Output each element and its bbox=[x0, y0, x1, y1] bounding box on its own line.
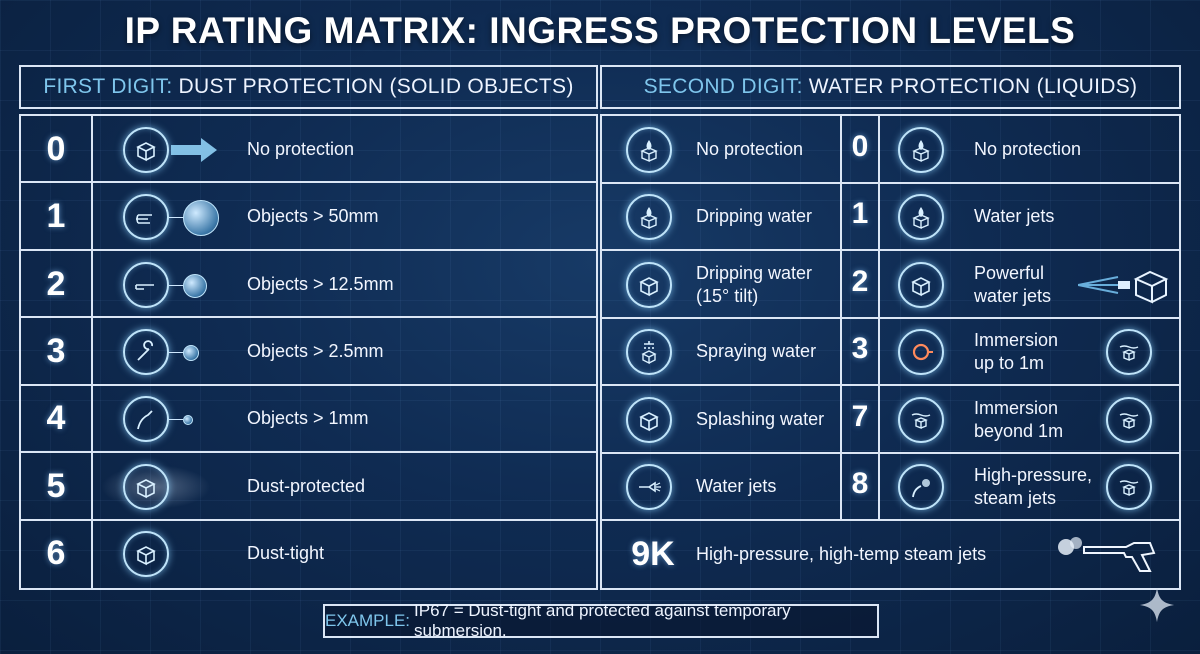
water-header-text: WATER PROTECTION (LIQUIDS) bbox=[808, 75, 1138, 98]
example-box: EXAMPLE: IP67 = Dust-tight and protected… bbox=[323, 601, 879, 640]
steam-wand-icon bbox=[898, 464, 944, 511]
dust-table: 0 No protection 1 Objects > 50mm 2 Objects > … bbox=[19, 114, 598, 590]
dust-digit: 2 bbox=[46, 264, 66, 303]
shower-icon bbox=[626, 329, 672, 376]
finger-icon bbox=[123, 261, 169, 308]
tilted-box-icon bbox=[626, 261, 672, 308]
water-column-divider bbox=[840, 116, 842, 521]
water-row: Splashing water 7 Immersion beyond 1m bbox=[602, 386, 1179, 454]
dust-digit: 3 bbox=[46, 331, 66, 370]
water-right-label: Immersion up to 1m bbox=[974, 330, 1059, 374]
object-sphere-icon bbox=[183, 273, 207, 298]
water-digit: 8 bbox=[851, 467, 869, 501]
dust-row: 4 Objects > 1mm bbox=[21, 386, 596, 454]
arrows-box-icon bbox=[898, 194, 944, 241]
water-digit: 0 bbox=[851, 129, 869, 163]
example-text: IP67 = Dust-tight and protected against … bbox=[414, 601, 791, 640]
dust-label: Objects > 2.5mm bbox=[247, 340, 384, 361]
arrow-icon bbox=[171, 136, 219, 164]
water-left-label: Dripping water bbox=[696, 206, 813, 227]
water-right-label: Powerful water jets bbox=[974, 262, 1052, 306]
water-right-label: Water jets bbox=[974, 206, 1055, 227]
water-row: Dripping water (15° tilt) 2 Powerful water… bbox=[602, 251, 1179, 319]
box-arrow-icon bbox=[123, 126, 169, 173]
submerged-box-icon bbox=[898, 396, 944, 443]
water-right-label: No protection bbox=[974, 138, 1082, 159]
dust-column-divider bbox=[91, 116, 93, 588]
water-row: No protection 0 No protection bbox=[602, 116, 1179, 184]
water-digit: 1 bbox=[851, 197, 869, 231]
water-digit: 2 bbox=[851, 264, 869, 298]
dust-label: Dust-tight bbox=[247, 543, 325, 564]
object-sphere-icon bbox=[183, 415, 193, 426]
splash-icon bbox=[626, 396, 672, 443]
water-9k-label: High-pressure, high-temp steam jets bbox=[696, 544, 987, 564]
water-left-label: Water jets bbox=[696, 476, 777, 497]
water-row: Water jets 8 High-pressure, steam jets bbox=[602, 454, 1179, 521]
hand-icon bbox=[123, 194, 169, 241]
water-table: No protection 0 No protection Dripping wate… bbox=[600, 114, 1181, 590]
water-9k-digit: 9K bbox=[631, 535, 675, 573]
wire-icon bbox=[123, 396, 169, 443]
dust-digit: 0 bbox=[46, 129, 66, 168]
dust-row: 0 No protection bbox=[21, 116, 596, 184]
dust-header-accent: FIRST DIGIT: bbox=[43, 75, 173, 98]
dust-row: 1 Objects > 50mm bbox=[21, 183, 596, 251]
water-row: Spraying water 3 Immersion up to 1m bbox=[602, 319, 1179, 386]
water-right-label: High-pressure, steam jets bbox=[974, 465, 1093, 509]
sparkle-icon bbox=[1139, 587, 1175, 623]
dust-row: 2 Objects > 12.5mm bbox=[21, 251, 596, 319]
water-9k-row: 9K High-pressure, high-temp steam jets bbox=[602, 521, 1179, 588]
drop-box-icon bbox=[626, 126, 672, 173]
water-header-accent: SECOND DIGIT: bbox=[643, 75, 803, 98]
object-sphere-icon bbox=[183, 344, 199, 361]
wrench-icon bbox=[123, 328, 169, 375]
dust-row: 6 Dust-tight bbox=[21, 521, 596, 588]
drip-box-icon bbox=[626, 194, 672, 241]
dust-label: Dust-protected bbox=[247, 475, 366, 496]
jet-spray-icon bbox=[1077, 265, 1170, 305]
water-row: Dripping water 1 Water jets bbox=[602, 184, 1179, 251]
water-digit-divider bbox=[878, 116, 880, 521]
page-title: IP RATING MATRIX: INGRESS PROTECTION LEV… bbox=[124, 10, 1076, 51]
dust-label: Objects > 50mm bbox=[247, 206, 379, 227]
example-accent: EXAMPLE: bbox=[325, 611, 411, 630]
dust-row: 5 Dust-protected bbox=[21, 453, 596, 521]
water-header: SECOND DIGIT: WATER PROTECTION (LIQUIDS) bbox=[600, 65, 1181, 109]
dust-header: FIRST DIGIT: DUST PROTECTION (SOLID OBJE… bbox=[19, 65, 598, 109]
dust-digit: 1 bbox=[46, 197, 66, 236]
submerged-box-icon bbox=[1106, 464, 1152, 511]
dust-digit: 4 bbox=[46, 399, 66, 438]
drop-box-icon bbox=[898, 126, 944, 173]
size-indicator-line bbox=[169, 351, 183, 353]
hose-reel-icon bbox=[898, 329, 944, 376]
water-right-label: Immersion beyond 1m bbox=[974, 397, 1064, 441]
size-indicator-line bbox=[169, 217, 183, 219]
dust-label: No protection bbox=[247, 138, 355, 159]
dust-label: Objects > 12.5mm bbox=[247, 273, 394, 294]
jet-box-icon bbox=[898, 261, 944, 308]
water-digit: 7 bbox=[851, 399, 869, 433]
dust-digit: 6 bbox=[46, 534, 66, 573]
submerged-box-icon bbox=[1106, 329, 1152, 376]
pressure-gun-icon bbox=[1054, 531, 1164, 575]
dust-label: Objects > 1mm bbox=[247, 408, 369, 429]
size-indicator-line bbox=[169, 419, 183, 421]
object-sphere-icon bbox=[183, 200, 219, 237]
water-left-label: Dripping water (15° tilt) bbox=[696, 262, 813, 306]
water-left-label: Spraying water bbox=[696, 341, 817, 362]
sealed-box-icon bbox=[123, 531, 169, 578]
submerged-box-icon bbox=[1106, 396, 1152, 443]
dust-digit: 5 bbox=[46, 466, 66, 505]
water-digit: 3 bbox=[851, 332, 869, 366]
size-indicator-line bbox=[169, 284, 183, 286]
nozzle-icon bbox=[626, 464, 672, 511]
dust-row: 3 Objects > 2.5mm bbox=[21, 318, 596, 386]
dusty-box-icon bbox=[123, 463, 169, 510]
water-left-label: Splashing water bbox=[696, 408, 825, 429]
water-left-label: No protection bbox=[696, 138, 804, 159]
dust-header-text: DUST PROTECTION (SOLID OBJECTS) bbox=[178, 75, 574, 98]
